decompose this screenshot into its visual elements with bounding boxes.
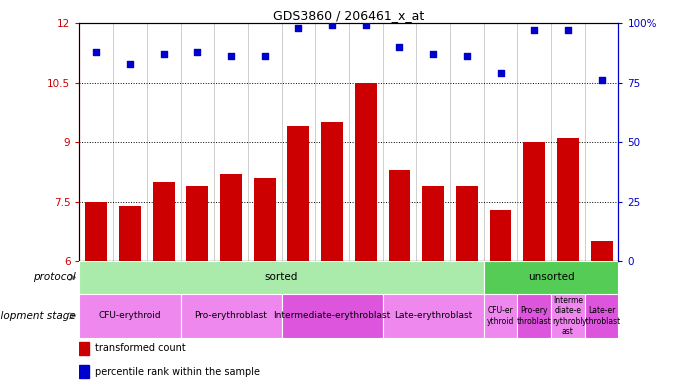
Bar [490, 210, 511, 261]
Bar [79, 342, 89, 355]
Text: Pro-ery
throblast: Pro-ery throblast [517, 306, 551, 326]
Point [562, 27, 574, 33]
Point [428, 51, 439, 57]
Bar [484, 261, 618, 294]
Bar [422, 186, 444, 261]
Text: CFU-erythroid: CFU-erythroid [99, 311, 161, 320]
Bar [220, 174, 242, 261]
Bar [557, 138, 579, 261]
Point [259, 53, 270, 60]
Point [225, 53, 236, 60]
Bar [456, 186, 477, 261]
Text: percentile rank within the sample: percentile rank within the sample [95, 367, 260, 377]
Point [293, 25, 304, 31]
Text: Interme
diate-e
rythrobl
ast: Interme diate-e rythrobl ast [553, 296, 583, 336]
Bar [79, 261, 484, 294]
Text: unsorted: unsorted [528, 272, 574, 283]
Point [124, 60, 135, 66]
Bar [153, 182, 175, 261]
Bar [355, 83, 377, 261]
Title: GDS3860 / 206461_x_at: GDS3860 / 206461_x_at [274, 9, 424, 22]
Bar [187, 186, 208, 261]
Bar [254, 178, 276, 261]
Point [158, 51, 169, 57]
Bar [180, 294, 281, 338]
Text: protocol: protocol [33, 272, 76, 283]
Point [495, 70, 506, 76]
Bar [484, 294, 518, 338]
Point [327, 22, 338, 28]
Text: sorted: sorted [265, 272, 299, 283]
Bar [551, 294, 585, 338]
Text: Pro-erythroblast: Pro-erythroblast [195, 311, 267, 320]
Bar [79, 366, 89, 378]
Bar [86, 202, 107, 261]
Point [596, 77, 607, 83]
Bar [518, 294, 551, 338]
Point [529, 27, 540, 33]
Bar [119, 205, 141, 261]
Bar [388, 170, 410, 261]
Text: CFU-er
ythroid: CFU-er ythroid [487, 306, 514, 326]
Text: transformed count: transformed count [95, 343, 185, 354]
Bar [591, 241, 612, 261]
Point [91, 48, 102, 55]
Bar [523, 142, 545, 261]
Bar [287, 126, 310, 261]
Point [192, 48, 203, 55]
Point [394, 44, 405, 50]
Bar [282, 294, 383, 338]
Bar [321, 122, 343, 261]
Text: development stage: development stage [0, 311, 76, 321]
Bar [585, 294, 618, 338]
Point [360, 22, 371, 28]
Text: Late-erythroblast: Late-erythroblast [394, 311, 472, 320]
Text: Intermediate-erythroblast: Intermediate-erythroblast [274, 311, 390, 320]
Bar [79, 294, 180, 338]
Point [462, 53, 473, 60]
Text: Late-er
ythroblast: Late-er ythroblast [582, 306, 621, 326]
Bar [383, 294, 484, 338]
